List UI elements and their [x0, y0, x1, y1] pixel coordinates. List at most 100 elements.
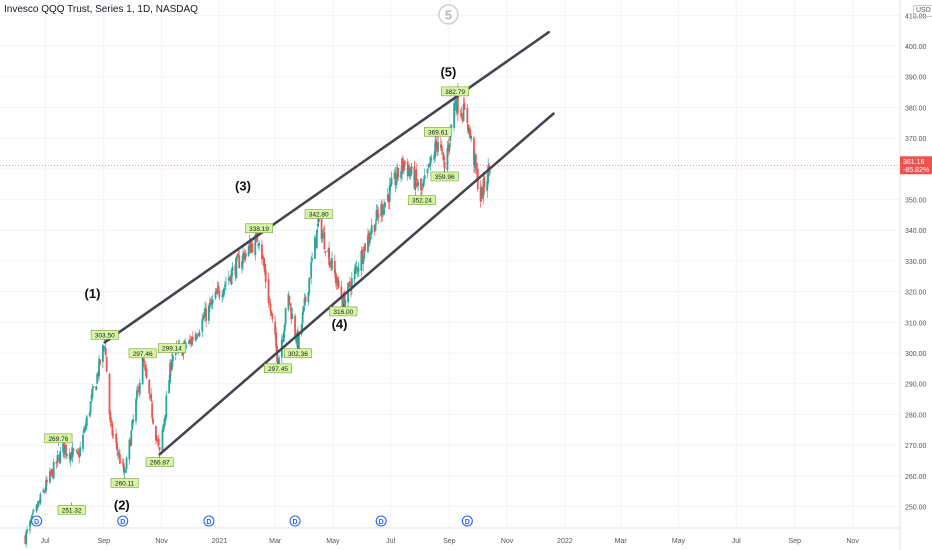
- wave-label: (5): [440, 65, 456, 80]
- y-tick-label: 270.00: [905, 443, 927, 450]
- candle: [446, 140, 449, 178]
- candle: [395, 174, 398, 189]
- currency-label[interactable]: USD: [913, 5, 932, 17]
- candle: [26, 525, 29, 535]
- candle: [387, 194, 390, 210]
- candle: [197, 332, 200, 337]
- candle: [349, 276, 351, 289]
- x-tick-label: 2021: [212, 538, 228, 545]
- price-annotation-label: 303.50: [95, 332, 115, 339]
- candle: [78, 449, 81, 464]
- candle: [368, 231, 371, 247]
- candle: [271, 313, 274, 323]
- candle: [321, 229, 324, 243]
- candle: [85, 414, 88, 430]
- dividend-marker[interactable]: D: [203, 515, 215, 527]
- candle: [434, 135, 437, 162]
- lower-channel-line[interactable]: [158, 112, 555, 456]
- price-annotation-label: 302.36: [288, 351, 308, 358]
- upper-channel-line[interactable]: [103, 30, 551, 344]
- y-tick-label: 350.00: [905, 198, 927, 205]
- price-annotation: 269.76: [44, 433, 73, 446]
- candle: [421, 186, 423, 193]
- candle: [430, 154, 433, 163]
- candle: [408, 163, 411, 180]
- price-annotation-label: 338.19: [249, 226, 269, 233]
- candle: [251, 240, 254, 254]
- candle: [460, 106, 463, 120]
- y-tick-label: 400.00: [905, 44, 927, 51]
- candle: [190, 335, 192, 348]
- candle: [289, 303, 292, 312]
- candle: [225, 276, 227, 291]
- price-annotation: 260.11: [110, 475, 139, 488]
- price-annotation: 302.36: [283, 345, 312, 359]
- candle: [437, 137, 439, 157]
- candle: [390, 171, 393, 186]
- candle: [231, 262, 234, 277]
- dividend-marker[interactable]: D: [117, 515, 129, 527]
- dividend-marker[interactable]: D: [375, 515, 387, 527]
- candle: [55, 460, 58, 469]
- price-annotation-label: 316.00: [333, 309, 353, 316]
- dividend-icon-label: D: [293, 519, 298, 526]
- candle: [161, 426, 164, 453]
- candle: [188, 338, 190, 346]
- price-annotation: 342.80: [304, 209, 333, 222]
- x-tick-label: May: [326, 538, 340, 545]
- candle: [296, 329, 298, 348]
- candle: [89, 400, 92, 418]
- candle: [367, 228, 369, 254]
- candle: [328, 241, 331, 269]
- candle: [117, 450, 119, 460]
- candle: [71, 442, 74, 463]
- x-tick-label: Nov: [846, 538, 859, 545]
- candle: [427, 163, 430, 169]
- dividend-marker[interactable]: D: [461, 515, 473, 527]
- candle: [243, 248, 246, 264]
- candle: [284, 307, 287, 328]
- candle: [135, 397, 137, 426]
- candle: [128, 437, 131, 465]
- candle: [65, 441, 67, 459]
- candle: [258, 240, 260, 251]
- candle: [69, 452, 72, 467]
- candle: [373, 224, 376, 236]
- candle: [57, 454, 60, 458]
- candle: [489, 170, 491, 176]
- candle: [360, 246, 363, 277]
- candle: [103, 346, 106, 353]
- candle: [36, 500, 39, 511]
- candle: [38, 498, 41, 503]
- candle: [131, 419, 134, 430]
- candle: [116, 437, 118, 457]
- candle: [327, 247, 330, 259]
- trend-channel[interactable]: [103, 30, 555, 456]
- wave-label: (3): [235, 178, 251, 193]
- candle: [234, 258, 237, 282]
- candle: [370, 218, 373, 239]
- candle: [88, 410, 91, 417]
- x-tick-label: Jul: [386, 538, 395, 545]
- candle: [414, 170, 417, 197]
- candle: [403, 160, 406, 171]
- candle: [473, 135, 475, 174]
- candle: [230, 267, 233, 286]
- candle: [119, 449, 121, 465]
- dividend-marker[interactable]: D: [31, 515, 43, 527]
- y-tick-label: 250.00: [905, 505, 927, 512]
- dividend-icon-label: D: [120, 519, 125, 526]
- candle: [132, 414, 135, 427]
- candle: [374, 219, 377, 231]
- candle: [229, 274, 232, 285]
- candle: [64, 447, 66, 458]
- candle: [441, 148, 444, 160]
- candle: [254, 227, 257, 261]
- dividend-marker[interactable]: D: [289, 515, 301, 527]
- candle: [486, 173, 489, 199]
- candle: [102, 344, 105, 352]
- chart-title: Invesco QQQ Trust, Series 1, 1D, NASDAQ: [4, 4, 198, 15]
- candle: [125, 455, 128, 474]
